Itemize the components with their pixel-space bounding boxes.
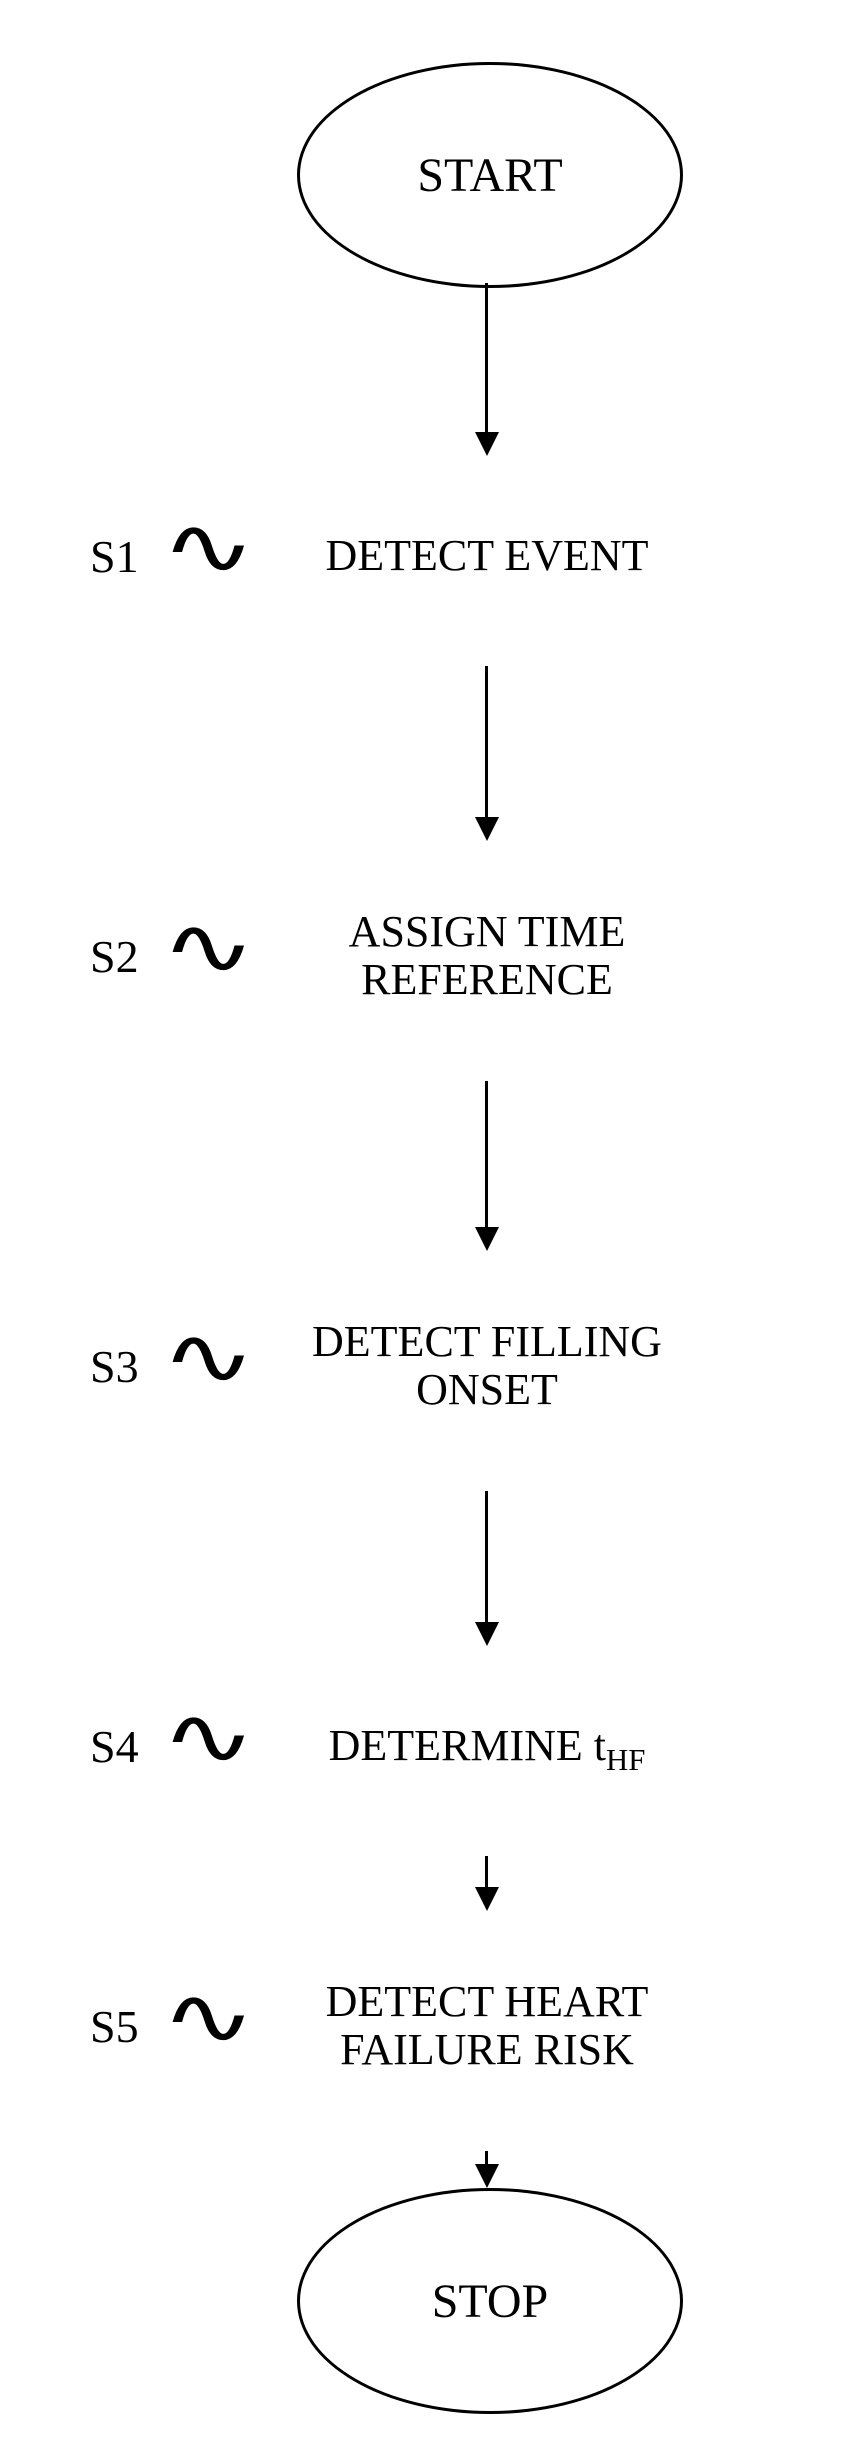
step-label-s5: S5 bbox=[90, 2000, 139, 2053]
step-label-s2: S2 bbox=[90, 930, 139, 983]
arrow-2-line bbox=[485, 666, 488, 817]
process-s2-line1: ASSIGN TIME bbox=[349, 907, 626, 956]
process-s3-line1: DETECT FILLING bbox=[312, 1317, 662, 1366]
process-s2: ASSIGN TIME REFERENCE bbox=[277, 841, 697, 1071]
process-s3: DETECT FILLING ONSET bbox=[277, 1251, 697, 1481]
tilde-s3: ∿ bbox=[161, 1312, 257, 1404]
arrow-2-head bbox=[475, 817, 499, 841]
process-s4: DETERMINE tHF bbox=[277, 1646, 697, 1846]
arrow-5-head bbox=[475, 1887, 499, 1911]
tilde-s5: ∿ bbox=[161, 1972, 257, 2064]
terminal-stop: STOP bbox=[297, 2188, 683, 2414]
step-label-s3: S3 bbox=[90, 1340, 139, 1393]
arrow-3-line bbox=[485, 1081, 488, 1227]
process-s1-text: DETECT EVENT bbox=[325, 532, 648, 580]
process-s5: DETECT HEART FAILURE RISK bbox=[277, 1911, 697, 2141]
process-s4-text: DETERMINE tHF bbox=[329, 1722, 646, 1770]
process-s3-line2: ONSET bbox=[416, 1365, 558, 1414]
arrow-5-line bbox=[485, 1856, 488, 1887]
arrow-3-head bbox=[475, 1227, 499, 1251]
arrow-4-head bbox=[475, 1622, 499, 1646]
process-s5-line2: FAILURE RISK bbox=[340, 2025, 634, 2074]
arrow-4-line bbox=[485, 1491, 488, 1622]
tilde-s4: ∿ bbox=[161, 1692, 257, 1784]
process-s5-line1: DETECT HEART bbox=[326, 1977, 649, 2026]
terminal-start-label: START bbox=[417, 148, 562, 203]
step-label-s1: S1 bbox=[90, 530, 139, 583]
tilde-s2: ∿ bbox=[161, 902, 257, 994]
terminal-start: START bbox=[297, 62, 683, 288]
terminal-stop-label: STOP bbox=[432, 2274, 549, 2329]
step-label-s4: S4 bbox=[90, 1720, 139, 1773]
arrow-6-head bbox=[475, 2164, 499, 2188]
tilde-s1: ∿ bbox=[161, 502, 257, 594]
process-s2-line2: REFERENCE bbox=[361, 955, 613, 1004]
arrow-1-line bbox=[485, 283, 488, 432]
arrow-1-head bbox=[475, 432, 499, 456]
process-s1: DETECT EVENT bbox=[277, 456, 697, 656]
